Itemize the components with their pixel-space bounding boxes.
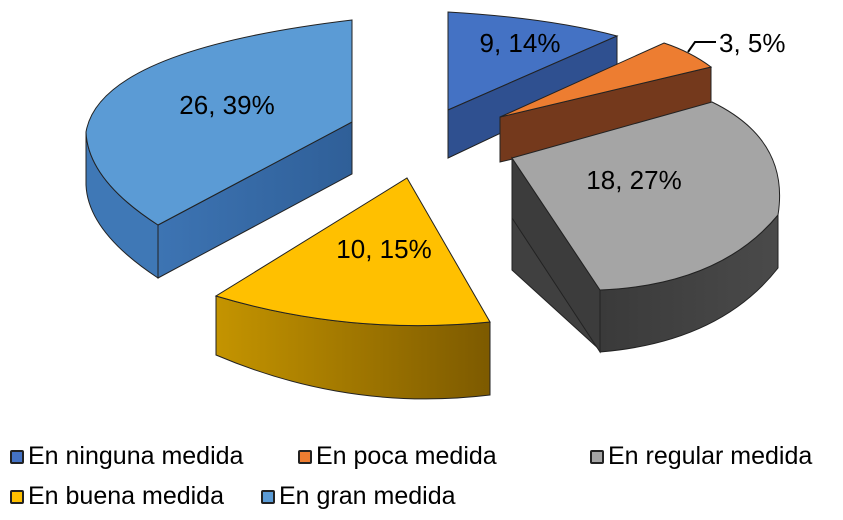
legend-item-en-ninguna-medida: En ninguna medida bbox=[10, 438, 243, 474]
data-label-en-poca-medida: 3, 5% bbox=[719, 28, 786, 58]
legend-label: En buena medida bbox=[28, 482, 224, 510]
data-label-en-gran-medida: 26, 39% bbox=[179, 90, 274, 120]
slice-en-regular-medida bbox=[511, 101, 781, 354]
slice-en-ninguna-medida bbox=[447, 11, 619, 159]
legend-label: En gran medida bbox=[279, 482, 456, 510]
legend-swatch bbox=[10, 490, 24, 504]
legend-swatch bbox=[10, 450, 24, 464]
legend-label: En ninguna medida bbox=[28, 442, 244, 470]
legend-item-en-buena-medida: En buena medida bbox=[10, 478, 224, 514]
legend-label: En poca medida bbox=[316, 442, 497, 470]
data-label-en-regular-medida: 18, 27% bbox=[586, 165, 681, 195]
slice-en-buena-medida bbox=[214, 177, 491, 400]
legend-swatch bbox=[261, 490, 275, 504]
legend-swatch bbox=[298, 450, 312, 464]
data-label-en-ninguna-medida: 9, 14% bbox=[480, 28, 561, 58]
legend-label: En regular medida bbox=[608, 442, 813, 470]
legend-item-en-gran-medida: En gran medida bbox=[261, 478, 456, 514]
pie-chart: 9, 14% 3, 5% 18, 27% 10, 15% 26, 39% bbox=[85, 11, 786, 400]
legend-item-en-regular-medida: En regular medida bbox=[590, 438, 812, 474]
legend-swatch bbox=[590, 450, 604, 464]
leader-line bbox=[687, 41, 716, 53]
legend-item-en-poca-medida: En poca medida bbox=[298, 438, 497, 474]
data-label-en-buena-medida: 10, 15% bbox=[336, 234, 431, 264]
slice-en-gran-medida bbox=[85, 19, 353, 279]
slice-en-poca-medida bbox=[499, 42, 713, 163]
